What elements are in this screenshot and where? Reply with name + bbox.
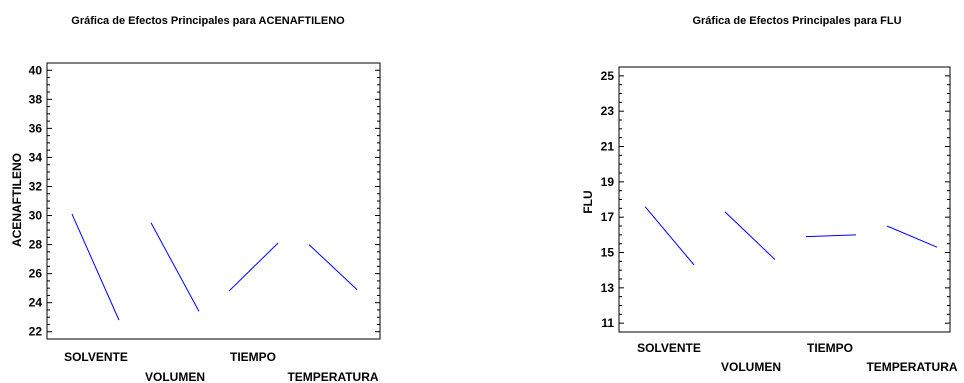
factor-label: SOLVENTE (637, 341, 701, 355)
effect-line-solvente (644, 206, 695, 266)
y-tick-label: 26 (29, 267, 43, 281)
plot-area: 11 13 15 17 19 21 23 25 SOLVENTE VOLUMEN TIEMPO TEM… (601, 66, 958, 374)
plot-frame (618, 66, 951, 333)
effect-line-volumen (724, 211, 776, 260)
y-tick-label: 28 (29, 238, 43, 252)
y-tick-label: 32 (29, 179, 43, 193)
y-tick-label: 15 (601, 246, 615, 260)
factor-label: TIEMPO (230, 350, 276, 364)
y-axis-label: ACENAFTILENO (10, 153, 24, 247)
plot-frame (46, 62, 381, 340)
y-tick-label: 11 (601, 316, 614, 330)
chart-acenaftileno: Gráfica de Efectos Principales para ACEN… (10, 15, 381, 383)
y-tick-label: 23 (601, 104, 615, 118)
y-tick-label: 36 (29, 121, 43, 135)
y-tick-label: 22 (29, 325, 43, 339)
effect-line-temperatura (886, 225, 938, 248)
factor-label: TEMPERATURA (866, 360, 957, 374)
y-tick-label: 19 (601, 175, 615, 189)
chart-title: Gráfica de Efectos Principales para FLU (692, 15, 901, 27)
chart-title: Gráfica de Efectos Principales para ACEN… (71, 15, 345, 27)
y-tick-label: 40 (29, 63, 43, 77)
effect-line-tiempo (805, 234, 857, 238)
y-axis-label: FLU (581, 190, 595, 213)
y-tick-label: 38 (29, 92, 43, 106)
factor-label: VOLUMEN (145, 370, 205, 383)
y-tick-label: 13 (601, 281, 615, 295)
y-tick-label: 30 (29, 209, 43, 223)
chart-flu: Gráfica de Efectos Principales para FLU … (581, 15, 958, 374)
effect-line-temperatura (308, 244, 358, 290)
plot-area: 22 24 26 28 30 32 34 36 38 40 SOLVENTE VOLUMEN TIEMP… (29, 62, 381, 383)
effect-line-solvente (71, 213, 120, 321)
y-tick-label: 25 (601, 69, 615, 83)
y-tick-label: 34 (29, 150, 43, 164)
y-tick-label: 17 (601, 210, 615, 224)
effect-line-tiempo (228, 242, 279, 292)
factor-label: SOLVENTE (64, 350, 128, 364)
y-tick-label: 21 (601, 140, 615, 154)
y-tick-label: 24 (29, 296, 43, 310)
effect-line-volumen (150, 222, 200, 312)
factor-label: TEMPERATURA (287, 370, 378, 383)
factor-label: TIEMPO (807, 341, 853, 355)
factor-label: VOLUMEN (721, 360, 781, 374)
